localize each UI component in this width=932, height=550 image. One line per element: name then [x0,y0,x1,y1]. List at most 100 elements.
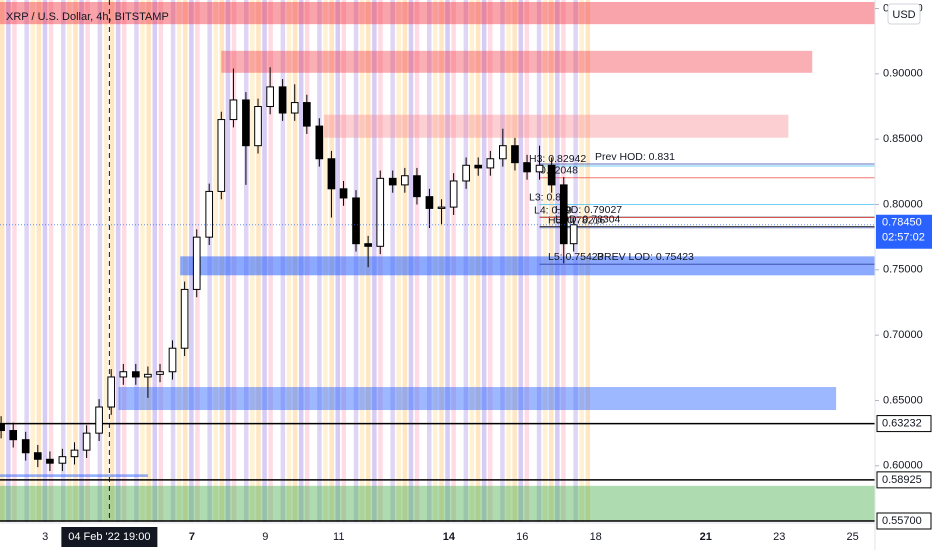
candle-body [46,458,54,464]
candle-body [413,175,421,198]
level-label: L3: 0.80 [529,191,567,203]
session-stripe [12,0,17,522]
level-label: H3: 0.82942 [529,153,586,165]
session-stripe [85,0,90,522]
session-stripe [115,0,121,522]
y-tick-label: 0.75000 [883,264,923,276]
candle-body [559,184,568,245]
candle-body [144,373,152,378]
price-tag [876,415,932,433]
last-price-label: 0.78450 [882,217,922,229]
candle-body [266,86,274,107]
x-tick-label: 21 [700,531,712,543]
candle-body [192,236,201,290]
zone [0,1,875,25]
candle-body [303,102,311,127]
candle-body [401,175,409,186]
candle-body [511,145,519,164]
candle-body [95,406,103,434]
candle-body [535,164,544,173]
level-label: L5: 0.75423 [548,251,604,263]
candle-body [0,423,5,432]
level-label: Prev HOD: 0.831 [595,151,675,163]
candle-body [21,439,30,454]
candle-body [229,99,238,121]
level-label: HOD: 0.79027 [555,204,622,216]
session-stripe [79,0,84,522]
candle-body [462,164,470,182]
session-stripe [24,0,29,522]
price-axis [875,0,932,550]
level-label: 0.82048 [540,165,578,177]
session-stripe [67,0,72,522]
candle-body [70,449,79,458]
session-stripe [0,0,5,522]
currency[interactable]: USD [892,9,915,21]
x-tick-label: 14 [443,531,456,543]
x-tick-label: 23 [773,531,785,543]
price-tag-label: 0.58925 [882,474,922,486]
price-tag [876,471,932,489]
session-stripe [146,0,151,522]
candle-body [290,102,299,114]
candle-body [254,105,262,147]
zone [324,114,789,138]
crosshair-label: 04 Feb '22 19:00 [68,531,150,543]
candle-body [547,164,556,186]
session-stripe [92,0,97,522]
candle-body [131,371,140,378]
session-stripe [73,0,78,522]
session-stripe [122,0,127,522]
crosshair-tag [61,527,158,547]
x-tick-label: 3 [42,531,48,543]
candle-body [388,177,397,186]
candle-body [58,456,67,464]
candle-body [242,99,250,147]
candle-body [82,432,91,451]
zone [118,387,837,411]
candle-body [9,430,18,441]
session-stripe [55,0,60,522]
candle-body [474,164,483,169]
countdown: 02:57:02 [882,232,925,244]
axes: 0.950000.900000.850000.800000.750000.700… [42,2,932,547]
session-stripe [97,0,103,522]
session-stripe [36,0,42,522]
candle-body [499,145,507,160]
candle-body [119,371,128,378]
session-stripe [48,0,54,522]
session-stripe [134,0,139,522]
zone [0,474,148,477]
y-tick-label: 0.90000 [883,68,923,80]
price-tag-label: 0.55700 [882,515,922,527]
candle-body [352,197,360,245]
price-tag-label: 0.63232 [882,417,922,429]
y-tick-label: 0.65000 [883,394,923,406]
x-tick-label: 9 [262,531,268,543]
x-tick-label: 25 [846,531,858,543]
session-stripe [176,0,182,522]
candle-body [569,224,578,245]
session-stripe [61,0,66,522]
zone [0,485,875,521]
candle-body [449,180,458,208]
x-tick-label: 16 [516,531,528,543]
candle-body [376,177,385,247]
candle-body [425,196,434,209]
candle-body [523,162,531,173]
candle-body [486,158,495,169]
y-tick-label: 0.80000 [883,198,923,210]
session-stripe [170,0,176,522]
session-stripe [42,0,48,522]
candle-body [278,86,287,114]
session-stripe [128,0,133,522]
level-label: PREV LOD: 0.75423 [597,251,694,263]
session-stripe [6,0,11,522]
candle-body [327,158,336,190]
candle-body [315,125,324,160]
session-stripe [103,0,109,522]
currency-button[interactable] [887,3,921,25]
y-tick-label: 0.60000 [883,460,923,472]
